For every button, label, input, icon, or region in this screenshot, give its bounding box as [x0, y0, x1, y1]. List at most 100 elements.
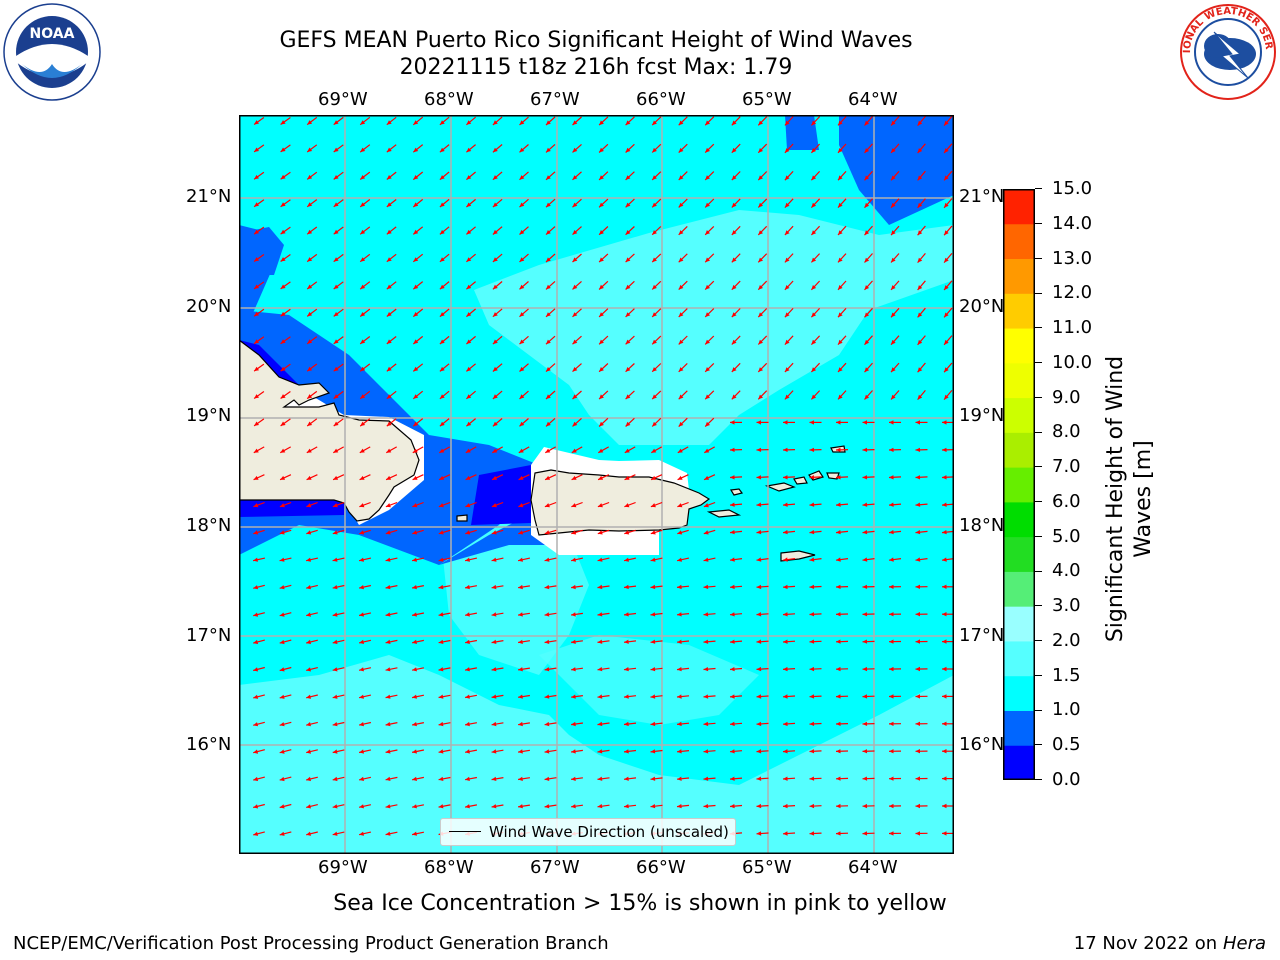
wave-direction-arrowhead: [703, 776, 709, 781]
wave-direction-arrowhead: [731, 202, 737, 208]
wave-direction-arrowhead: [412, 749, 417, 754]
wave-direction-arrowhead: [544, 557, 550, 562]
wave-direction-arrowhead: [253, 749, 259, 754]
wave-direction-arrowhead: [677, 721, 682, 727]
wave-direction-arrowhead: [360, 339, 366, 344]
wave-direction-arrowhead: [811, 367, 817, 372]
wave-direction-arrowhead: [544, 612, 550, 617]
lon-label-bottom: 69°W: [318, 857, 368, 878]
wave-direction-arrowhead: [546, 257, 551, 262]
wave-direction-arrowhead: [465, 475, 471, 480]
wave-direction-arrowhead: [518, 721, 523, 727]
wave-direction-arrowhead: [491, 776, 497, 781]
wave-direction-arrowhead: [279, 804, 285, 809]
wave-direction-arrowhead: [545, 475, 551, 480]
wave-direction-arrowhead: [864, 148, 870, 153]
wave-direction-arrowhead: [677, 776, 682, 781]
wave-direction-arrowhead: [678, 230, 684, 235]
wave-direction-arrowhead: [758, 285, 763, 290]
wave-direction-arrowhead: [359, 448, 365, 453]
wave-direction-arrowhead: [280, 394, 286, 399]
wave-direction-arrowhead: [412, 831, 417, 836]
wave-direction-arrowhead: [466, 421, 472, 427]
footer-machine: Hera: [1222, 933, 1266, 954]
wave-direction-arrowhead: [758, 230, 763, 235]
wave-direction-arrowhead: [756, 831, 762, 836]
colorbar-segment: [1003, 328, 1035, 364]
wave-direction-arrowhead: [438, 557, 444, 562]
wave-direction-arrowhead: [492, 366, 498, 372]
wave-direction-arrowhead: [359, 612, 364, 617]
wave-direction-arrowhead: [678, 284, 684, 290]
wave-direction-arrowhead: [306, 530, 312, 535]
wave-direction-arrowhead: [811, 285, 817, 290]
wave-direction-arrowhead: [412, 776, 417, 781]
wave-direction-arrowhead: [838, 312, 843, 318]
wave-direction-arrowhead: [838, 285, 843, 290]
wave-direction-arrowhead: [678, 394, 684, 400]
wave-direction-arrowhead: [465, 557, 470, 562]
wave-direction-arrowhead: [889, 420, 894, 425]
wave-direction-arrowhead: [624, 667, 629, 672]
wave-direction-arrowhead: [783, 612, 788, 617]
wave-direction-arrowhead: [624, 448, 630, 453]
wave-direction-arrowhead: [333, 312, 339, 317]
wave-direction-arrowhead: [413, 366, 419, 372]
wave-direction-arrowhead: [546, 147, 551, 153]
wave-direction-arrowhead: [439, 120, 445, 125]
wave-direction-arrowhead: [439, 475, 445, 480]
wave-direction-arrowhead: [280, 366, 286, 372]
wave-direction-arrowhead: [705, 339, 710, 345]
wave-direction-arrowhead: [597, 612, 603, 617]
wave-direction-arrowhead: [625, 147, 631, 153]
colorbar-tick-label: 10.0: [1052, 351, 1093, 373]
wave-direction-arrowhead: [677, 584, 682, 590]
wave-direction-arrowhead: [439, 421, 445, 427]
wave-direction-arrowhead: [438, 749, 444, 754]
wave-direction-arrowhead: [917, 175, 923, 181]
wave-direction-arrowhead: [332, 639, 338, 645]
wave-direction-arrowhead: [544, 639, 550, 644]
wave-direction-arrowhead: [915, 475, 921, 480]
wave-direction-arrowhead: [942, 721, 947, 726]
wave-direction-arrowhead: [891, 339, 896, 345]
wave-direction-arrowhead: [703, 749, 709, 754]
wave-direction-arrowhead: [889, 749, 894, 754]
wave-direction-arrowhead: [864, 175, 870, 181]
wave-direction-arrowhead: [465, 612, 470, 617]
wave-direction-arrowhead: [597, 749, 603, 754]
wave-direction-arrowhead: [705, 175, 710, 180]
wave-direction-arrowhead: [412, 639, 417, 644]
wave-direction-arrowhead: [731, 147, 737, 153]
wave-direction-arrowhead: [360, 202, 366, 207]
lon-label-top: 65°W: [742, 89, 792, 110]
lat-label-left: 16°N: [186, 734, 232, 755]
wave-direction-arrowhead: [944, 394, 949, 400]
wave-direction-arrowhead: [359, 530, 365, 535]
wave-direction-arrowhead: [359, 776, 364, 781]
wave-direction-arrowhead: [730, 804, 735, 809]
wave-direction-arrowhead: [571, 694, 576, 699]
wave-direction-arrowhead: [332, 776, 338, 782]
wave-direction-arrowhead: [360, 312, 366, 317]
wave-direction-arrowhead: [599, 120, 604, 126]
wave-direction-arrowhead: [307, 339, 313, 344]
wave-direction-arrowhead: [784, 394, 790, 400]
wave-direction-arrowhead: [333, 475, 339, 480]
wave-direction-arrowhead: [386, 147, 392, 153]
wave-direction-arrowhead: [942, 612, 947, 617]
wave-direction-arrowhead: [386, 229, 392, 235]
wave-direction-arrowhead: [279, 585, 285, 590]
wave-direction-arrowhead: [280, 229, 286, 235]
wave-direction-arrowhead: [439, 229, 445, 235]
wave-direction-arrowhead: [439, 147, 445, 153]
wave-direction-arrowhead: [917, 339, 923, 345]
wave-direction-arrowhead: [917, 120, 923, 126]
wave-direction-arrowhead: [544, 776, 550, 781]
wave-direction-arrowhead: [862, 502, 868, 507]
wave-direction-arrowhead: [332, 831, 338, 836]
wave-direction-arrowhead: [279, 831, 285, 836]
wave-direction-arrowhead: [625, 284, 631, 290]
wave-direction-arrowhead: [386, 175, 392, 180]
lat-label-left: 21°N: [186, 186, 232, 207]
